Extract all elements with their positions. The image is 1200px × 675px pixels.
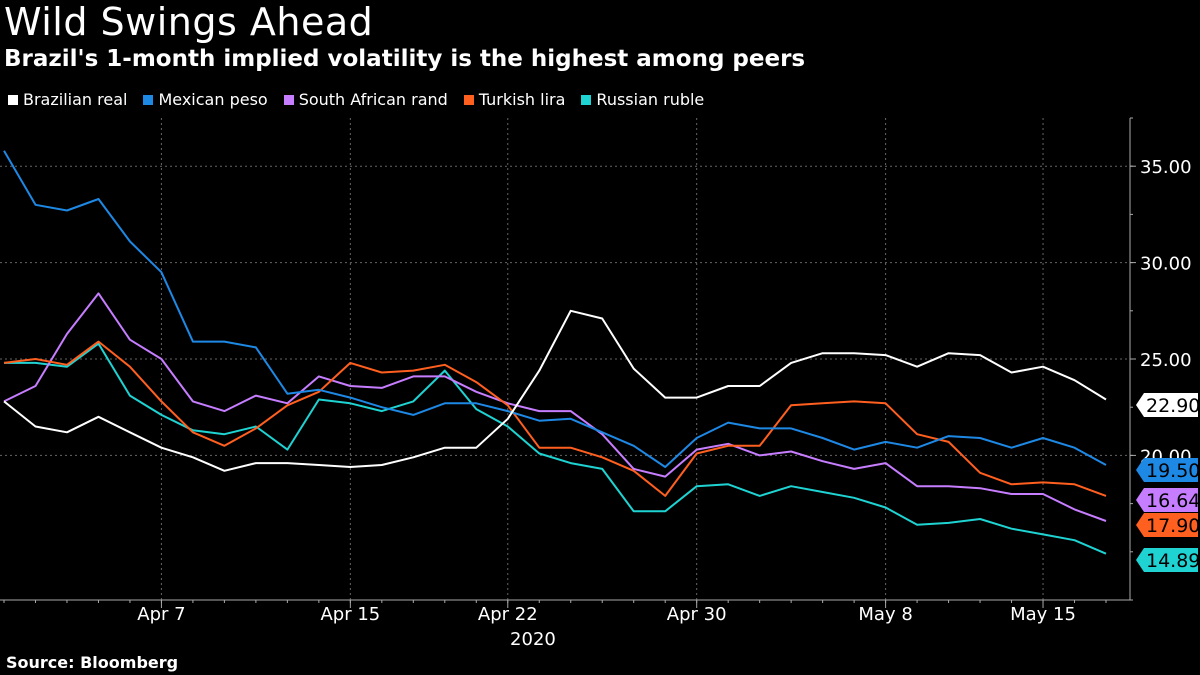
legend-label: Brazilian real — [23, 90, 128, 109]
y-tick-label: 35.00 — [1140, 157, 1192, 178]
legend-item-brazilian-real: Brazilian real — [8, 90, 127, 109]
x-tick-label: May 8 — [858, 604, 912, 625]
x-tick-label: Apr 7 — [137, 604, 185, 625]
source-note: Source: Bloomberg — [6, 653, 179, 672]
end-value-tag — [1136, 393, 1198, 417]
series-line-turkish-lira — [3, 340, 1107, 497]
legend-item-mexican-peso: Mexican peso — [143, 90, 268, 109]
legend-swatch — [8, 94, 18, 105]
x-tick-label: Apr 15 — [320, 604, 380, 625]
legend-item-turkish-lira: Turkish lira — [463, 90, 566, 109]
end-value-tag — [1136, 548, 1198, 572]
legend-item-russian-ruble: Russian ruble — [581, 90, 704, 109]
x-axis-label: 2020 — [510, 629, 556, 650]
legend-swatch — [143, 94, 154, 105]
legend-item-south-african-rand: South African rand — [283, 90, 448, 109]
end-value-label: 17.90 — [1146, 515, 1200, 537]
x-tick-label: Apr 30 — [667, 604, 727, 625]
legend-label: South African rand — [298, 90, 448, 109]
end-value-tag — [1136, 488, 1198, 512]
series-line-brazilian-real — [3, 309, 1107, 472]
chart-subtitle: Brazil's 1-month implied volatility is t… — [4, 46, 806, 72]
chart-title: Wild Swings Ahead — [4, 0, 374, 44]
series-line-south-african-rand — [3, 292, 1107, 522]
y-tick-label: 30.00 — [1140, 254, 1192, 275]
end-value-tag — [1136, 513, 1198, 537]
series-line-mexican-peso — [3, 150, 1107, 468]
y-tick-label: 25.00 — [1140, 350, 1192, 371]
legend-label: Russian ruble — [596, 90, 705, 109]
x-tick-label: Apr 22 — [478, 604, 538, 625]
end-value-label: 16.64 — [1146, 490, 1200, 512]
legend: Brazilian real Mexican peso South Africa… — [8, 90, 704, 109]
end-value-label: 19.50 — [1146, 460, 1200, 482]
x-tick-label: May 15 — [1010, 604, 1076, 625]
legend-swatch — [463, 94, 474, 105]
end-value-tag — [1136, 458, 1198, 482]
legend-swatch — [283, 94, 294, 105]
legend-label: Turkish lira — [478, 90, 566, 109]
legend-label: Mexican peso — [158, 90, 268, 109]
legend-swatch — [581, 94, 592, 105]
end-value-label: 14.89 — [1146, 550, 1200, 572]
end-value-label: 22.90 — [1146, 395, 1200, 417]
